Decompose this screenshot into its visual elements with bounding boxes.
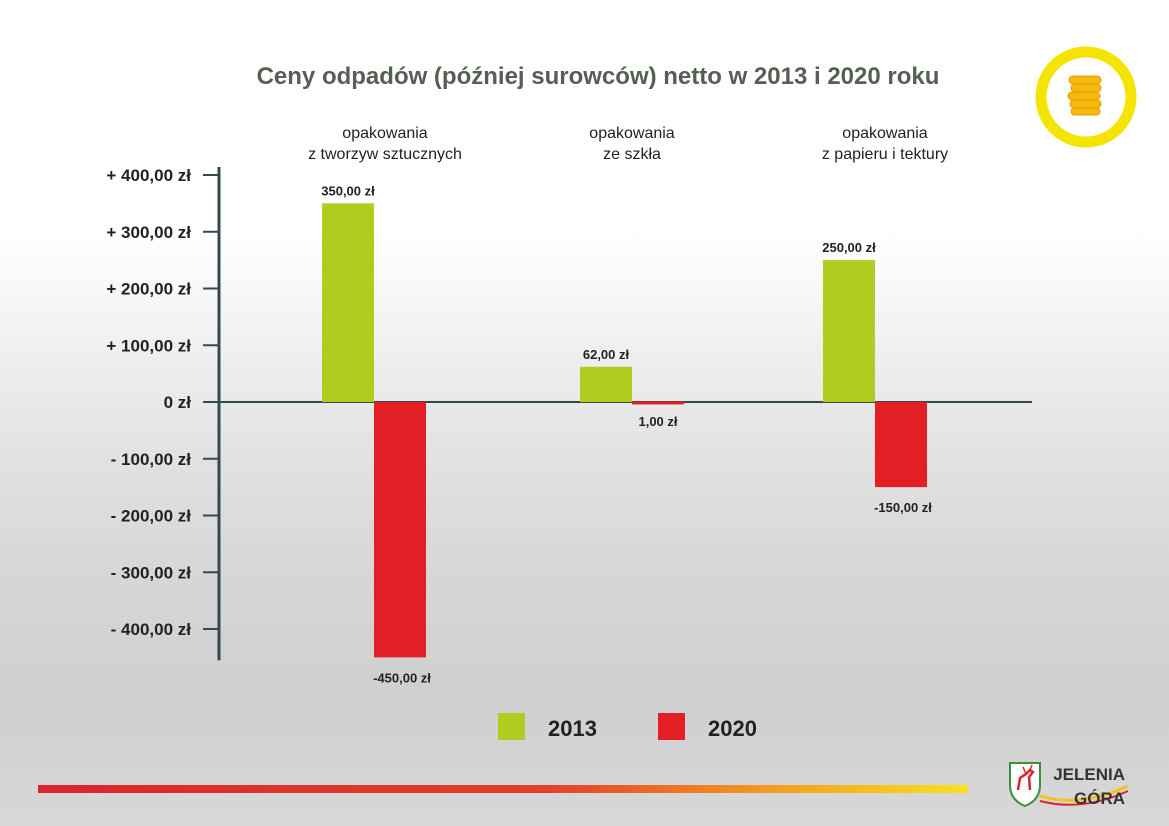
- y-tick-label: + 300,00 zł: [106, 223, 191, 242]
- category-label: opakowania: [589, 125, 675, 142]
- y-tick-label: - 100,00 zł: [111, 450, 192, 469]
- legend-label: 2013: [548, 716, 597, 741]
- bar-2013: [823, 260, 875, 402]
- y-tick-label: - 300,00 zł: [111, 563, 192, 582]
- bar-2020: [374, 402, 426, 658]
- bottom-stripe: [38, 785, 968, 793]
- legend-label: 2020: [708, 716, 757, 741]
- y-tick-label: - 400,00 zł: [111, 620, 192, 639]
- category-label: z papieru i tektury: [822, 146, 948, 163]
- deer-crest-icon: [1009, 762, 1041, 808]
- legend: 2013 2020: [498, 713, 757, 741]
- data-label: -150,00 zł: [874, 500, 932, 515]
- y-tick-label: 0 zł: [164, 393, 192, 412]
- y-tick-label: + 400,00 zł: [106, 166, 191, 185]
- city-logo: JELENIA GÓRA: [1009, 762, 1129, 808]
- legend-swatch-2020: [658, 713, 685, 740]
- chart-title: Ceny odpadów (później surowców) netto w …: [257, 63, 940, 90]
- logo-line1: JELENIA: [1053, 765, 1125, 784]
- y-tick-label: - 200,00 zł: [111, 507, 192, 526]
- coins-icon: [1035, 46, 1137, 148]
- data-label: 250,00 zł: [822, 240, 876, 255]
- bar-2013: [580, 366, 632, 402]
- data-label: 62,00 zł: [583, 347, 630, 362]
- category-label: opakowania: [342, 125, 428, 142]
- bar-2020: [632, 401, 684, 405]
- logo-line2: GÓRA: [1074, 789, 1125, 808]
- data-label: -450,00 zł: [373, 670, 431, 685]
- data-labels: 350,00 zł -450,00 zł 62,00 zł 1,00 zł 250,00…: [321, 183, 932, 685]
- bar-2013: [322, 203, 374, 402]
- data-label: 350,00 zł: [321, 183, 375, 198]
- category-label: ze szkła: [603, 146, 661, 163]
- y-tick-label: + 200,00 zł: [106, 280, 191, 299]
- category-labels: opakowania z tworzyw sztucznych opakowania…: [308, 125, 948, 163]
- y-tick-label: + 100,00 zł: [106, 336, 191, 355]
- bars: [322, 203, 927, 658]
- legend-swatch-2013: [498, 713, 525, 740]
- category-label: z tworzyw sztucznych: [308, 146, 462, 163]
- bar-2020: [875, 402, 927, 488]
- category-label: opakowania: [842, 125, 928, 142]
- data-label: 1,00 zł: [638, 414, 677, 429]
